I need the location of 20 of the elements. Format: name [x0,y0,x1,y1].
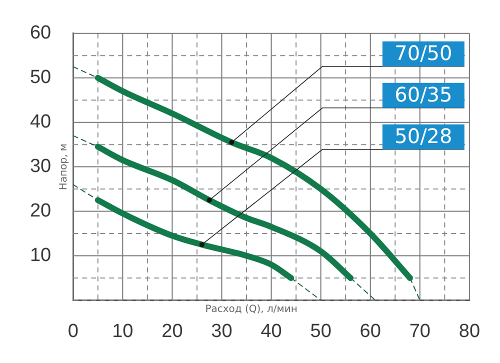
x-tick-label: 50 [310,320,332,342]
y-tick-label: 60 [30,22,52,44]
y-tick-label: 10 [30,244,52,266]
x-tick-label: 40 [260,320,282,342]
x-axis-title: Расход (Q), л/мин [205,304,298,315]
x-tick-label: 70 [409,320,430,342]
x-tick-label: 60 [360,320,381,342]
y-tick-label: 30 [30,156,52,178]
x-tick-label: 0 [68,320,78,342]
y-tick-label: 50 [30,67,52,88]
text: 70/50 [394,41,452,66]
x-tick-label: 10 [112,320,134,342]
x-tick-label: 20 [162,320,183,342]
y-tick-label: 20 [30,200,52,222]
x-tick-label: 30 [211,320,232,342]
text: 50/28 [394,124,452,148]
x-tick-label: 80 [458,320,480,342]
text: 60/35 [394,82,452,107]
y-tick-label: 40 [30,112,52,133]
y-axis-title: Напор, м [58,144,70,190]
